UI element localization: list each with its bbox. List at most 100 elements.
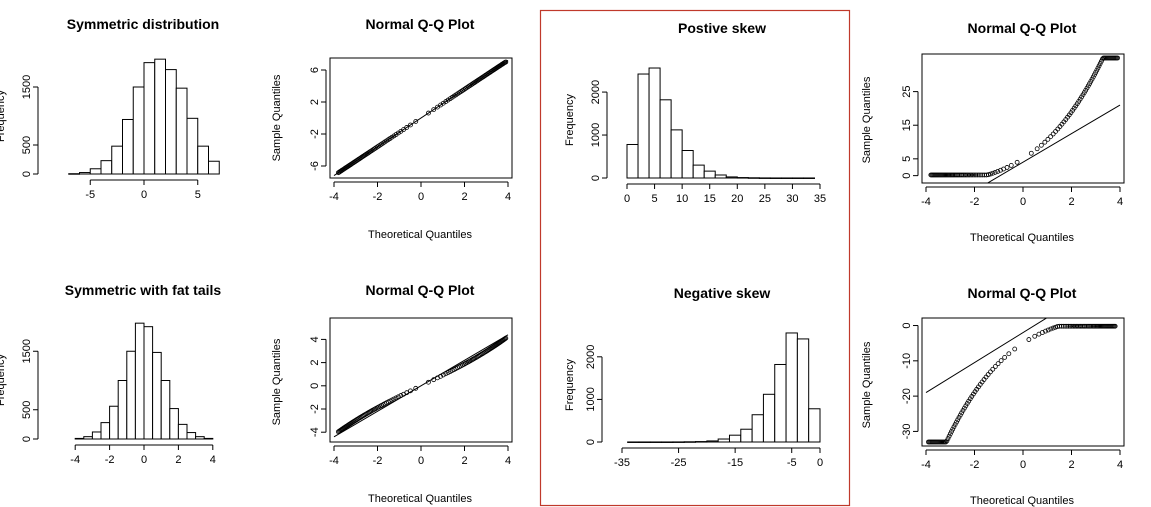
x-tick-label: 0 — [418, 455, 424, 467]
y-tick-label: 500 — [21, 401, 33, 419]
plot-frame — [921, 53, 1125, 184]
histogram-bar — [152, 351, 162, 440]
qq-point — [990, 170, 996, 176]
x-tick-label: 0 — [624, 193, 630, 205]
x-tick-label: 30 — [786, 193, 798, 205]
qq-point — [988, 369, 993, 375]
qq-point — [968, 172, 974, 178]
qq-point — [1050, 131, 1056, 137]
y-tick-label: 1500 — [21, 339, 33, 363]
qq-point — [1034, 146, 1040, 152]
x-tick-label: -2 — [105, 454, 115, 466]
histogram-bar — [117, 380, 128, 440]
qq-point — [1050, 325, 1056, 331]
qq-point — [992, 169, 998, 175]
chart-panel-2: Normal Q-Q Plot Sample Quantiles Theoretic… — [271, 16, 513, 241]
x-tick-label: -5 — [85, 189, 95, 201]
qq-point — [1043, 328, 1048, 334]
x-tick-label: -4 — [329, 455, 339, 467]
chart-panel-7: Negative skew Frequency -35 -25 -15 -5 0 0 1000 2… — [564, 285, 823, 469]
x-tick-label: 4 — [1117, 196, 1123, 208]
y-tick-label: 0 — [585, 439, 597, 445]
qq-point — [431, 107, 437, 112]
qq-point — [1038, 142, 1044, 148]
qq-point — [1053, 129, 1058, 134]
qq-point — [1067, 323, 1073, 329]
x-tick-label: -2 — [373, 191, 383, 203]
qq-point — [943, 439, 949, 445]
x-tick-label: 2 — [1068, 459, 1074, 471]
y-tick-label: 4 — [309, 336, 321, 342]
chart-panel-8: Normal Q-Q Plot Sample Quantiles Theoretic… — [861, 285, 1125, 507]
y-axis-label: Frequency — [0, 90, 7, 142]
histogram-bar — [154, 58, 166, 175]
y-axis-label: Sample Quantiles — [271, 74, 283, 161]
qq-point — [1064, 323, 1070, 329]
histogram-bar — [143, 326, 154, 440]
qq-point — [986, 172, 991, 178]
histogram-bar — [692, 164, 705, 179]
histogram-bar — [122, 118, 134, 175]
plot-frame — [329, 317, 513, 443]
histogram-bar — [186, 432, 197, 440]
x-tick-label: -2 — [373, 455, 383, 467]
qq-point — [961, 405, 967, 411]
y-tick-label: 25 — [901, 85, 913, 97]
x-tick-label: -35 — [614, 457, 630, 469]
chart-title: Normal Q-Q Plot — [366, 16, 475, 32]
x-tick-label: 4 — [1117, 459, 1123, 471]
x-tick-label: 5 — [652, 193, 658, 205]
qq-point — [1112, 323, 1118, 329]
x-tick-label: -25 — [671, 457, 687, 469]
x-tick-label: -2 — [970, 459, 980, 471]
qq-point — [1062, 323, 1068, 329]
y-tick-label: 15 — [901, 119, 913, 131]
x-tick-label: 0 — [1020, 459, 1026, 471]
x-tick-label: 0 — [1020, 196, 1026, 208]
histogram-bar — [626, 143, 639, 179]
qq-point — [988, 171, 994, 177]
qq-reference-line — [333, 59, 509, 177]
x-axis-label: Theoretical Quantiles — [970, 495, 1074, 507]
skew-highlight-box — [539, 9, 851, 507]
y-tick-label: -30 — [901, 423, 913, 439]
qq-point — [949, 429, 954, 434]
chart-panel-1: Symmetric distribution Frequency -5 0 5 0 500 1… — [0, 16, 220, 201]
histogram-bar — [132, 86, 145, 175]
histogram-bar — [175, 87, 188, 175]
histogram-bar — [91, 431, 102, 440]
y-tick-label: 0 — [901, 322, 913, 328]
histogram-bar — [728, 434, 742, 443]
qq-point — [945, 436, 951, 441]
chart-title: Normal Q-Q Plot — [968, 285, 1077, 301]
qq-point — [1045, 136, 1051, 142]
chart-panel-6: Normal Q-Q Plot Sample Quantiles Theoretic… — [271, 282, 513, 505]
histogram-bar — [774, 363, 787, 443]
qq-point — [1060, 323, 1066, 329]
qq-point — [404, 125, 410, 130]
x-tick-label: -2 — [970, 196, 980, 208]
qq-point — [1069, 323, 1075, 329]
histogram-bar — [762, 393, 776, 443]
y-tick-label: 0 — [901, 173, 913, 179]
histogram-bar — [659, 99, 672, 179]
x-tick-label: -4 — [921, 196, 931, 208]
qq-point — [1097, 61, 1103, 66]
qq-point — [1006, 351, 1012, 357]
qq-point — [944, 438, 950, 444]
qq-point — [426, 110, 431, 116]
x-tick-label: 0 — [418, 191, 424, 203]
chart-title: Postive skew — [678, 20, 766, 36]
plot-frame — [921, 317, 1125, 447]
qq-point — [965, 172, 971, 178]
y-tick-label: -20 — [901, 388, 913, 404]
qq-point — [950, 426, 956, 432]
qq-point — [1045, 327, 1051, 333]
x-tick-label: 0 — [817, 457, 823, 469]
qq-point — [973, 172, 979, 178]
qq-point — [946, 433, 952, 439]
histogram-bar — [751, 414, 764, 443]
y-tick-label: 2000 — [590, 80, 602, 104]
histogram-bar — [186, 117, 199, 175]
